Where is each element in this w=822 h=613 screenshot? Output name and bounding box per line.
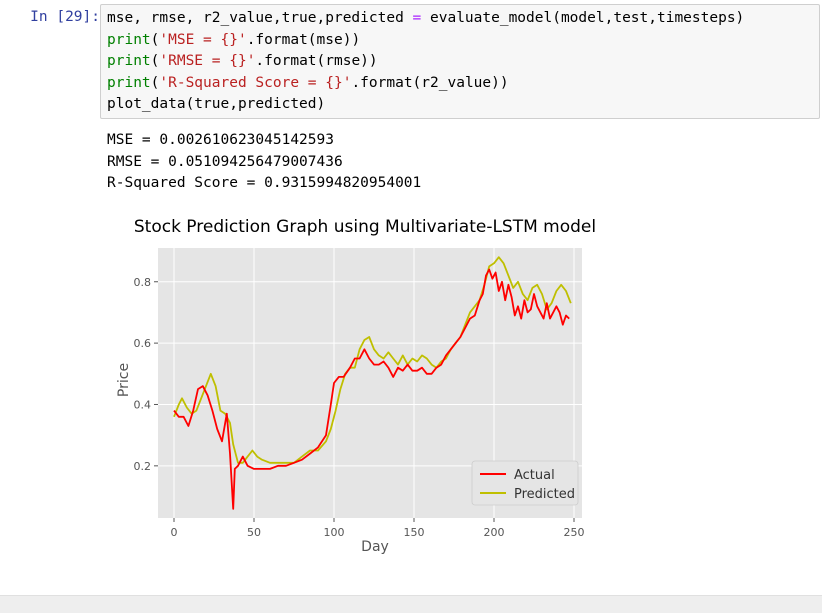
code-line-2: print('MSE = {}'.format(mse)) bbox=[107, 30, 819, 52]
legend-label-predicted: Predicted bbox=[514, 487, 575, 502]
code-builtin: print bbox=[107, 74, 151, 91]
code-text: .format(r2_value)) bbox=[351, 74, 509, 91]
code-builtin: print bbox=[107, 53, 151, 69]
y-tick-label: 0.2 bbox=[134, 460, 152, 473]
code-string: 'MSE = {}' bbox=[159, 31, 247, 48]
x-tick-label: 250 bbox=[564, 526, 585, 539]
axes: 0.2 0.4 0.6 0.8 0 50 100 150 200 250 bbox=[134, 276, 585, 539]
code-text: ( bbox=[150, 74, 160, 91]
code-line-3: print('RMSE = {}'.format(rmse)) bbox=[107, 51, 819, 73]
code-text: mse, rmse, r2_value,true,predicted bbox=[107, 10, 413, 26]
cell-prompt: In [29]: bbox=[30, 9, 100, 25]
code-text: ( bbox=[150, 53, 160, 69]
code-text: .format(mse)) bbox=[246, 31, 361, 48]
cell-output: MSE = 0.002610623045142593 RMSE = 0.0510… bbox=[107, 130, 807, 195]
code-text: evaluate_model(model,test,timesteps) bbox=[421, 10, 745, 26]
y-axis-label: Price bbox=[116, 363, 132, 397]
notebook-footer bbox=[0, 595, 822, 613]
output-mse: MSE = 0.002610623045142593 bbox=[107, 132, 334, 148]
code-string: 'RMSE = {}' bbox=[159, 53, 256, 69]
code-line-1: mse, rmse, r2_value,true,predicted = eva… bbox=[107, 8, 819, 30]
code-text: .format(rmse)) bbox=[255, 53, 378, 69]
chart-title: Stock Prediction Graph using Multivariat… bbox=[134, 217, 596, 237]
series-line-predicted bbox=[173, 256, 572, 464]
x-axis-label: Day bbox=[361, 539, 389, 555]
legend-label-actual: Actual bbox=[514, 468, 555, 483]
output-rmse: RMSE = 0.051094256479007436 bbox=[107, 153, 343, 170]
x-tick-label: 150 bbox=[404, 526, 425, 539]
x-tick-label: 0 bbox=[171, 526, 178, 539]
series-line-actual bbox=[173, 268, 570, 510]
series-lines bbox=[173, 256, 572, 510]
y-tick-label: 0.6 bbox=[134, 337, 152, 350]
output-r2: R-Squared Score = 0.9315994820954001 bbox=[107, 175, 422, 191]
code-text: ( bbox=[150, 31, 160, 48]
code-string: 'R-Squared Score = {}' bbox=[159, 74, 352, 91]
x-tick-label: 100 bbox=[324, 526, 345, 539]
chart-legend: Actual Predicted bbox=[471, 460, 579, 506]
y-tick-label: 0.8 bbox=[134, 276, 152, 289]
code-operator: = bbox=[412, 10, 422, 26]
code-cell-input[interactable]: mse, rmse, r2_value,true,predicted = eva… bbox=[100, 4, 820, 119]
code-line-5: plot_data(true,predicted) bbox=[107, 96, 326, 112]
x-tick-label: 50 bbox=[247, 526, 261, 539]
stock-prediction-chart: Stock Prediction Graph using Multivariat… bbox=[116, 217, 596, 555]
code-line-4: print('R-Squared Score = {}'.format(r2_v… bbox=[107, 73, 819, 95]
x-tick-label: 200 bbox=[484, 526, 505, 539]
code-builtin: print bbox=[107, 31, 151, 48]
y-tick-label: 0.4 bbox=[134, 398, 152, 411]
